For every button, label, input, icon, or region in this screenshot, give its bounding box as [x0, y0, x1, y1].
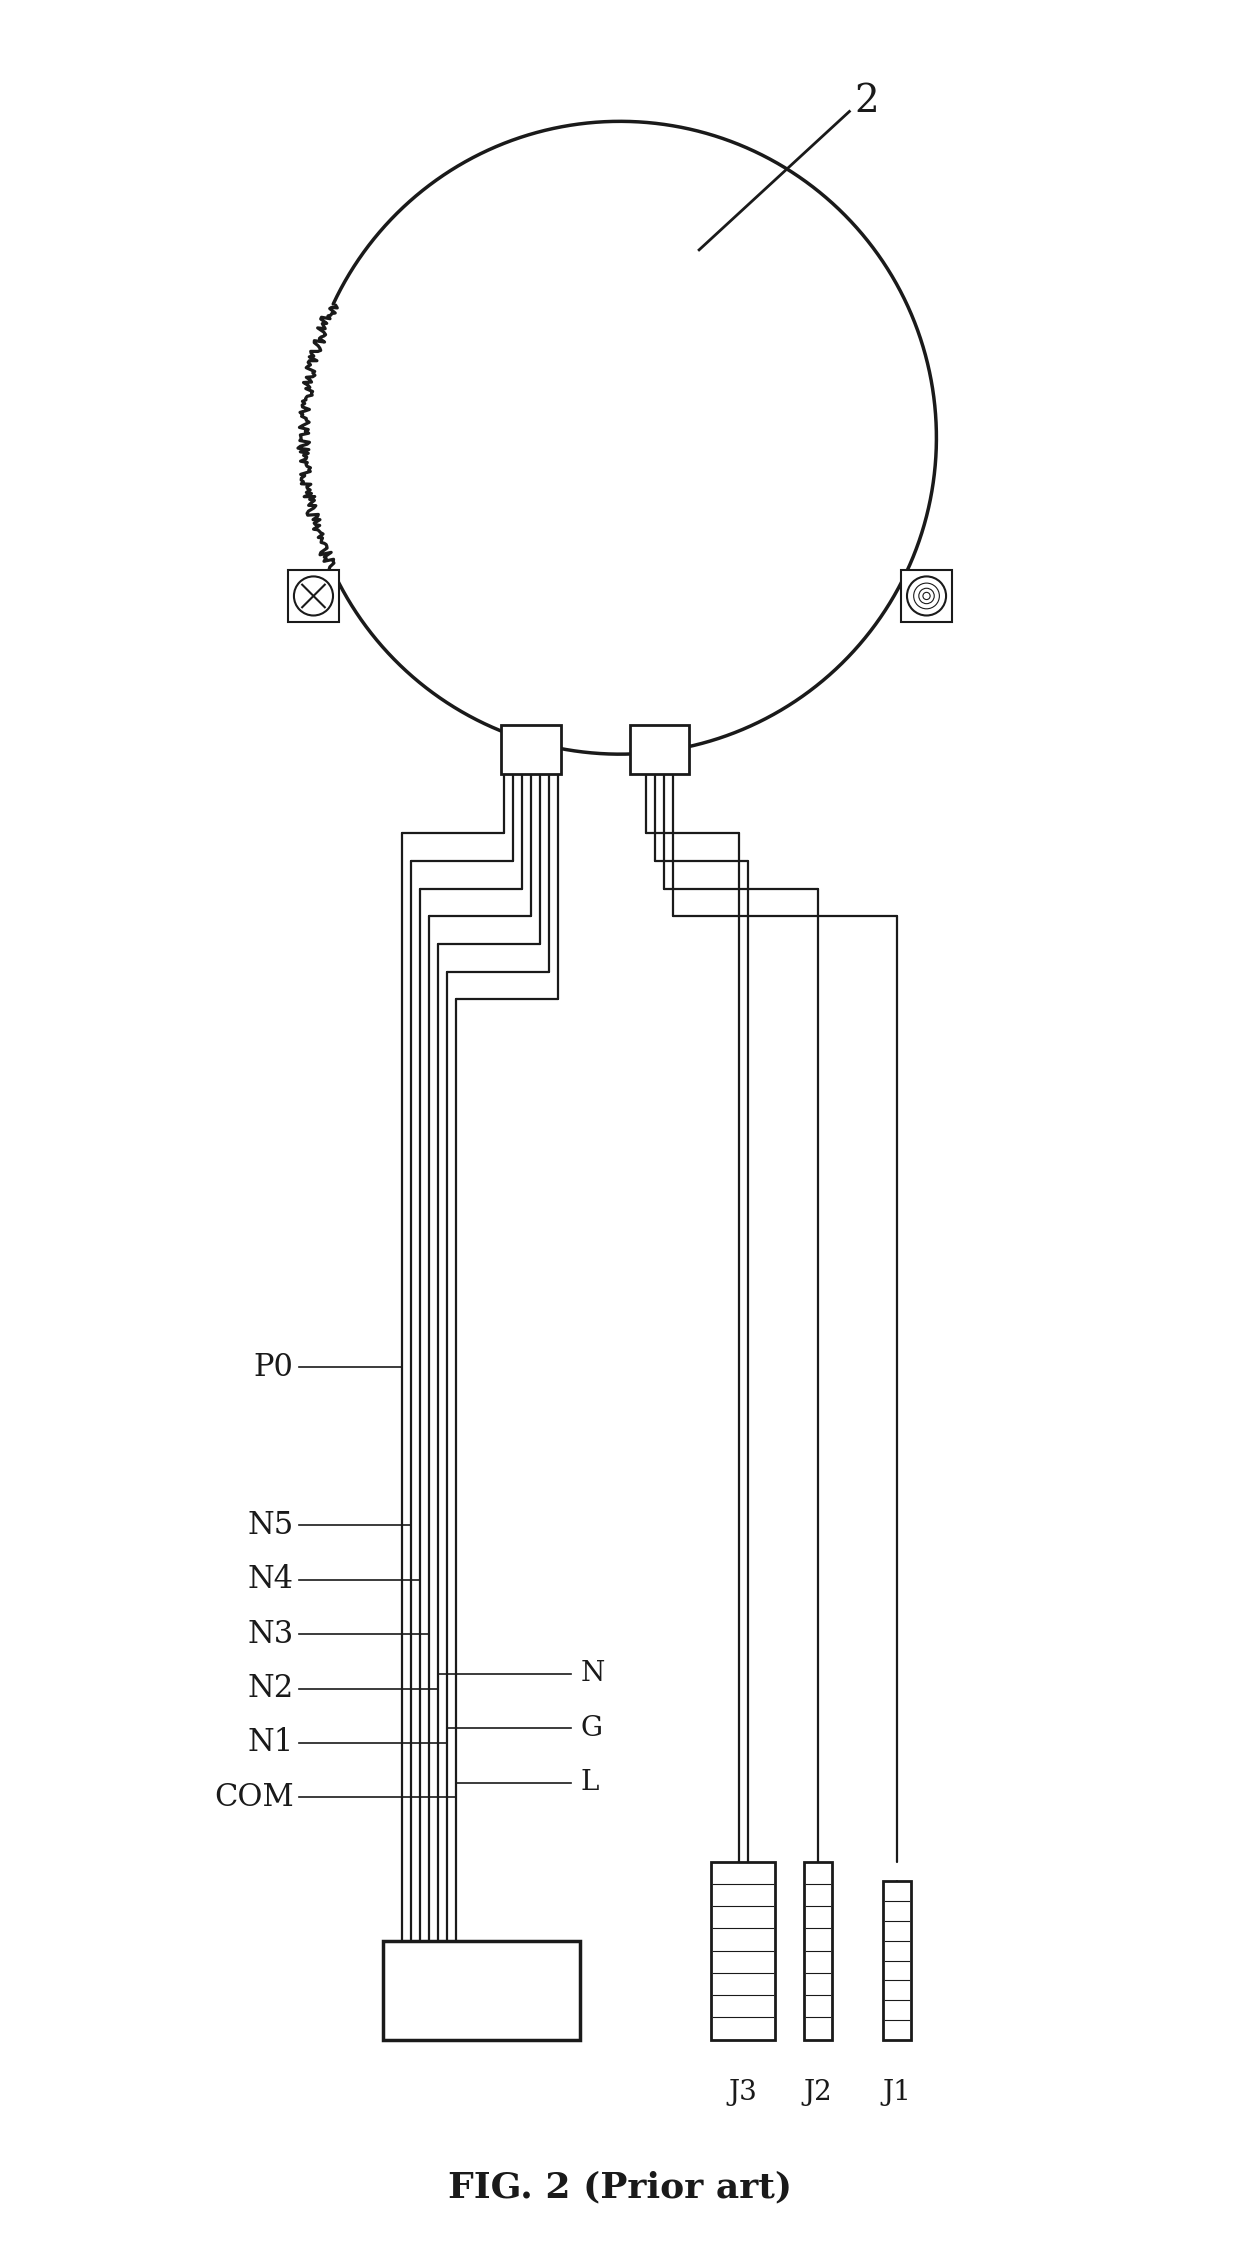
Text: FIG. 2 (Prior art): FIG. 2 (Prior art) — [448, 2170, 792, 2206]
Text: N4: N4 — [248, 1564, 294, 1595]
Text: J2: J2 — [804, 2080, 832, 2107]
Bar — [883, 1880, 910, 2040]
Bar — [630, 725, 689, 774]
Text: P0: P0 — [254, 1351, 294, 1382]
Text: J3: J3 — [729, 2080, 758, 2107]
Circle shape — [919, 588, 934, 604]
Text: N1: N1 — [248, 1728, 294, 1759]
Text: N2: N2 — [248, 1674, 294, 1703]
Text: L: L — [580, 1768, 599, 1795]
Text: N5: N5 — [248, 1510, 294, 1542]
Text: N3: N3 — [248, 1618, 294, 1649]
Bar — [804, 1863, 832, 2040]
Bar — [900, 570, 952, 622]
Text: 2: 2 — [854, 83, 879, 121]
Text: G: G — [580, 1714, 603, 1741]
Circle shape — [294, 577, 334, 615]
Bar — [288, 570, 340, 622]
Bar — [383, 1941, 580, 2040]
Text: J1: J1 — [883, 2080, 911, 2107]
Text: N: N — [580, 1661, 605, 1687]
Bar — [501, 725, 560, 774]
Text: COM: COM — [215, 1782, 294, 1813]
Circle shape — [906, 577, 946, 615]
Circle shape — [923, 592, 930, 599]
Bar — [711, 1863, 775, 2040]
Circle shape — [914, 583, 940, 608]
